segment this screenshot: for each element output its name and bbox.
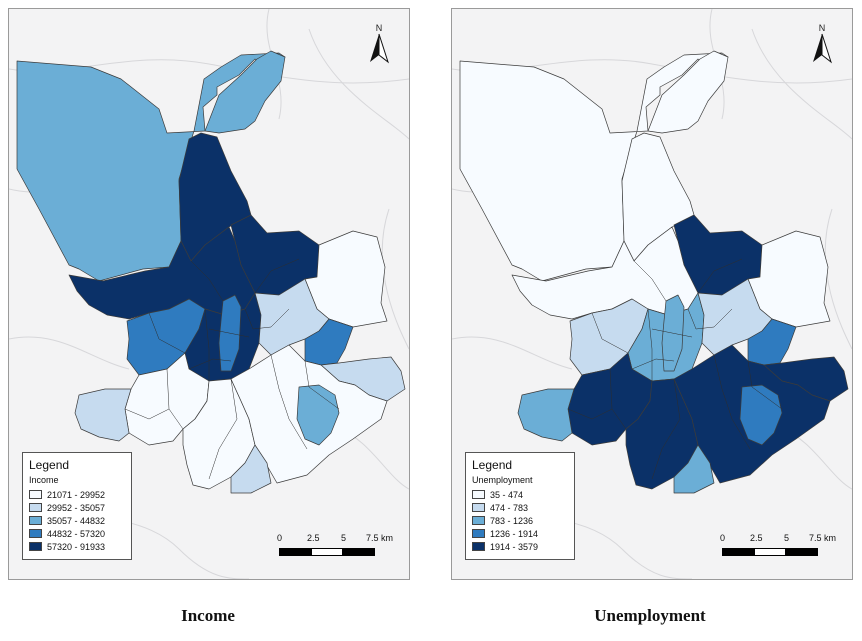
legend-row: 1236 - 1914 [472,527,568,540]
legend-label: 783 - 1236 [490,515,534,526]
legend-swatch [472,490,485,499]
district-south-tip [230,444,272,494]
district-south-west-tail [74,388,132,442]
legend-row: 21071 - 29952 [29,488,125,501]
legend-row: 57320 - 91933 [29,540,125,553]
legend-swatch [472,542,485,551]
legend-swatch [29,529,42,538]
income-caption: Income [181,606,235,625]
scale-label: 2.5 [750,533,763,543]
unemployment-caption: Unemployment [594,606,706,625]
legend-swatch [29,516,42,525]
district-fuencarral [459,52,729,282]
legend-row: 44832 - 57320 [29,527,125,540]
scale-label: 5 [784,533,790,543]
legend-label: 474 - 783 [490,502,529,513]
unemployment-legend: Legend Unemployment 35 - 474 474 - 783 7… [465,452,575,560]
legend-swatch [29,542,42,551]
legend-label: 29952 - 35057 [47,502,106,513]
legend-title: Legend [472,458,513,472]
legend-row: 783 - 1236 [472,514,568,527]
district-barajas [747,230,831,328]
legend-row: 29952 - 35057 [29,501,125,514]
legend-swatch [29,490,42,499]
legend-label: 57320 - 91933 [47,541,106,552]
district-south-tip [673,444,715,494]
legend-label: 21071 - 29952 [47,489,106,500]
legend-swatch [472,516,485,525]
legend-swatch [29,503,42,512]
scale-bar: 0 2.5 5 7.5 km [277,533,397,563]
legend-subtitle: Income [29,475,59,485]
scale-label: 2.5 [307,533,320,543]
north-label: N [376,23,383,33]
legend-label: 1914 - 3579 [490,541,539,552]
district-usera [739,384,783,446]
scale-label: 0 [277,533,283,543]
legend-row: 474 - 783 [472,501,568,514]
unemployment-map-panel: N Legend Unemployment 35 - 474 474 - 783… [451,8,853,580]
legend-row: 35 - 474 [472,488,568,501]
scale-bar: 0 2.5 5 7.5 km [720,533,840,563]
district-barajas [304,230,388,328]
income-legend: Legend Income 21071 - 29952 29952 - 3505… [22,452,132,560]
district-north-east-strip [204,50,286,134]
legend-label: 35057 - 44832 [47,515,106,526]
legend-label: 1236 - 1914 [490,528,539,539]
north-arrow-icon: N [813,23,832,64]
scale-label: 0 [720,533,726,543]
income-map-panel: N Legend Income 21071 - 29952 29952 - 35… [8,8,410,580]
scale-label: 5 [341,533,347,543]
legend-row: 1914 - 3579 [472,540,568,553]
legend-title: Legend [29,458,70,472]
scale-label: 7.5 km [366,533,394,543]
north-label: N [819,23,826,33]
legend-swatch [472,503,485,512]
income-map [9,9,409,579]
legend-row: 35057 - 44832 [29,514,125,527]
scale-label: 7.5 km [809,533,837,543]
district-north-east-strip [647,50,729,134]
legend-label: 35 - 474 [490,489,524,500]
legend-label: 44832 - 57320 [47,528,106,539]
legend-swatch [472,529,485,538]
district-south-west-tail [517,388,575,442]
legend-subtitle: Unemployment [472,475,533,485]
district-usera [296,384,340,446]
north-arrow-icon: N [370,23,389,64]
unemployment-map [452,9,852,579]
district-fuencarral [16,52,286,282]
